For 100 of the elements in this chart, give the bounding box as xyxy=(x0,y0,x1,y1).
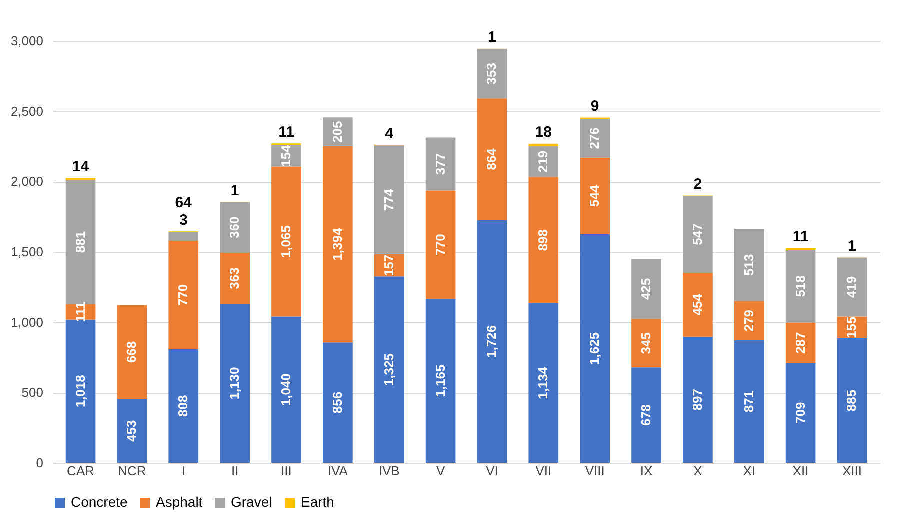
bar xyxy=(220,304,250,463)
legend-label: Earth xyxy=(301,494,334,510)
x-tick-label: III xyxy=(281,464,292,478)
x-tick-label: CAR xyxy=(67,464,94,478)
data-label: 898 xyxy=(536,229,551,252)
bar xyxy=(528,303,559,463)
data-label: 2 xyxy=(694,176,702,193)
y-tick-label: 1,000 xyxy=(10,314,44,330)
bar xyxy=(477,98,508,220)
data-label: 774 xyxy=(381,188,396,211)
y-tick-label: 3,000 xyxy=(10,34,44,48)
bar xyxy=(632,319,662,368)
data-label: 881 xyxy=(72,231,88,254)
data-label: 11 xyxy=(278,124,294,141)
bar xyxy=(734,340,764,463)
data-label: 453 xyxy=(124,420,140,442)
x-tick-label: V xyxy=(436,464,446,478)
bar xyxy=(837,338,868,463)
y-tick-label: 0 xyxy=(36,456,44,470)
data-label: 419 xyxy=(844,276,860,298)
data-label: 18 xyxy=(535,124,552,141)
bar xyxy=(272,316,302,463)
data-label: 1,130 xyxy=(227,367,242,400)
data-label: 770 xyxy=(176,284,191,306)
data-label: 678 xyxy=(638,404,654,426)
x-tick-label: VII xyxy=(536,464,552,478)
data-label: 1 xyxy=(488,29,496,46)
bar xyxy=(117,305,148,400)
data-label: 287 xyxy=(792,332,808,354)
data-label: 1 xyxy=(848,238,856,255)
data-label: 871 xyxy=(741,390,756,413)
x-tick-label: I xyxy=(182,464,186,478)
y-tick-label: 2,500 xyxy=(10,104,44,119)
data-label: 518 xyxy=(792,276,808,298)
y-tick-label: 500 xyxy=(22,385,44,400)
data-label: 1,040 xyxy=(278,374,294,406)
data-label: 353 xyxy=(484,62,500,85)
x-tick-label: IVB xyxy=(378,464,400,478)
data-label: 513 xyxy=(741,254,756,276)
bar xyxy=(426,299,456,463)
data-label: 3 xyxy=(179,212,188,229)
bar xyxy=(168,241,199,350)
data-label: 276 xyxy=(587,128,602,150)
bar xyxy=(117,399,148,463)
data-label: 279 xyxy=(741,310,756,332)
bar xyxy=(734,229,764,302)
bar xyxy=(734,301,764,340)
bar xyxy=(426,190,456,300)
bar xyxy=(528,144,559,146)
data-label: 9 xyxy=(590,98,600,115)
data-label: 425 xyxy=(638,278,654,300)
bar xyxy=(580,234,610,463)
data-label: 1,065 xyxy=(278,226,294,258)
bar xyxy=(632,368,662,463)
x-tick-label: XI xyxy=(743,464,756,478)
data-label: 454 xyxy=(690,293,705,316)
data-label: 155 xyxy=(844,316,860,338)
data-label: 345 xyxy=(638,332,654,354)
legend-label: Asphalt xyxy=(156,494,203,510)
bar xyxy=(168,349,199,463)
bar xyxy=(374,146,404,255)
x-tick-label: IX xyxy=(640,464,653,478)
x-tick-label: II xyxy=(231,464,239,478)
data-label: 1,165 xyxy=(432,364,448,398)
data-label: 897 xyxy=(690,389,705,411)
data-label: 668 xyxy=(124,341,140,364)
bar xyxy=(786,363,816,463)
legend-label: Gravel xyxy=(231,494,272,510)
data-label: 360 xyxy=(227,216,242,239)
bar xyxy=(837,258,868,317)
data-label: 377 xyxy=(432,153,448,176)
x-tick-label: NCR xyxy=(118,464,146,478)
data-label: 363 xyxy=(227,268,242,290)
bar xyxy=(632,259,662,320)
bar xyxy=(683,272,713,337)
bar xyxy=(272,166,302,317)
data-label: 1,394 xyxy=(330,228,345,261)
data-label: 64 xyxy=(175,194,193,212)
bar xyxy=(374,276,404,463)
x-tick-label: VI xyxy=(486,464,498,478)
bar xyxy=(323,146,353,343)
data-label: 1,134 xyxy=(536,366,551,400)
data-label: 14 xyxy=(72,158,90,176)
bar xyxy=(786,250,816,323)
y-tick-label: 1,500 xyxy=(10,244,44,260)
data-label: 885 xyxy=(844,390,860,412)
bar xyxy=(66,320,96,463)
bar xyxy=(683,336,713,463)
data-label: 1,325 xyxy=(381,354,396,386)
bar xyxy=(528,177,559,304)
data-label: 157 xyxy=(381,254,396,276)
x-tick-label: XII xyxy=(792,464,809,478)
data-label: 864 xyxy=(484,148,500,170)
data-label: 11 xyxy=(792,228,809,246)
data-label: 856 xyxy=(330,392,345,414)
data-label: 1,018 xyxy=(72,375,88,408)
bar xyxy=(426,138,456,191)
x-tick-label: X xyxy=(694,464,703,478)
data-label: 547 xyxy=(690,224,705,246)
bar xyxy=(168,232,199,242)
